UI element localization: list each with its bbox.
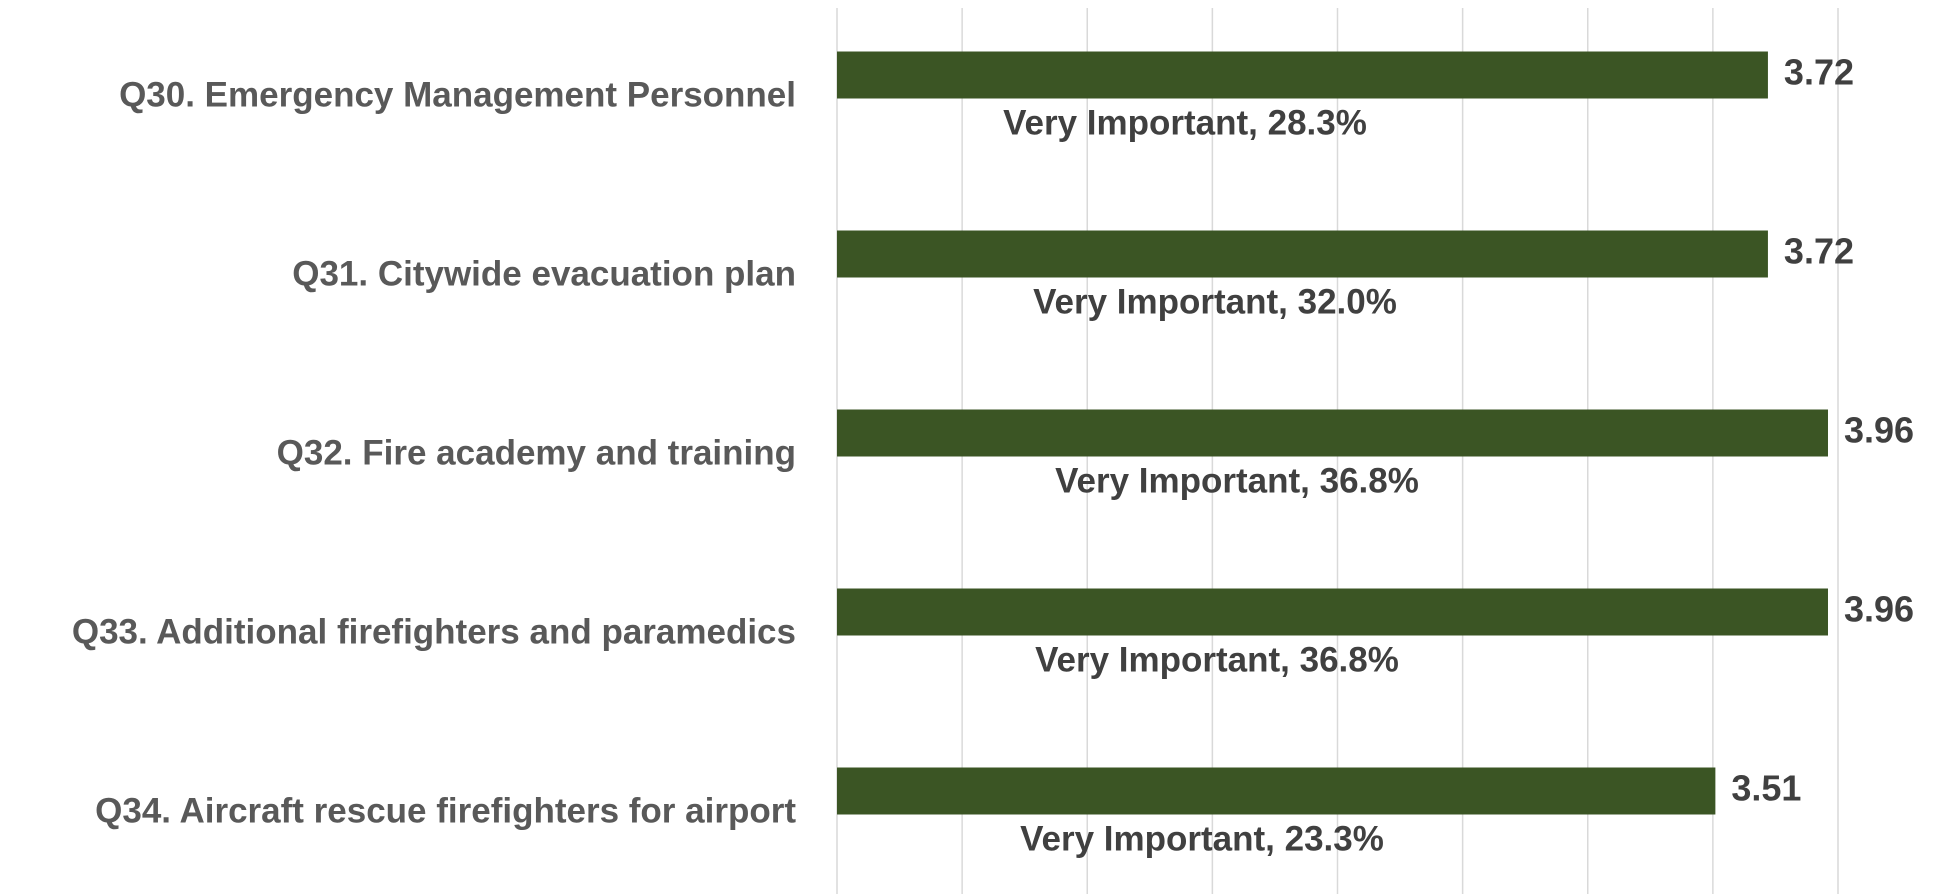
bar [837,767,1716,815]
value-label: 3.96 [1844,410,1914,451]
annotation: Very Important, 36.8% [1055,461,1419,500]
value-label: 3.96 [1844,589,1914,630]
bar [837,409,1828,457]
annotation: Very Important, 23.3% [1020,819,1384,858]
annotation: Very Important, 36.8% [1035,640,1399,679]
bar [837,588,1828,636]
value-label: 3.72 [1784,231,1854,272]
annotation: Very Important, 32.0% [1033,282,1397,321]
bar [837,51,1768,99]
category-label: Q34. Aircraft rescue firefighters for ai… [95,791,796,830]
category-label: Q33. Additional firefighters and paramed… [72,612,796,651]
category-label: Q32. Fire academy and training [277,433,796,472]
value-label: 3.51 [1731,768,1801,809]
category-label: Q31. Citywide evacuation plan [292,254,796,293]
value-label: 3.72 [1784,52,1854,93]
annotation: Very Important, 28.3% [1003,103,1367,142]
category-label: Q30. Emergency Management Personnel [119,75,796,114]
bar [837,230,1768,278]
